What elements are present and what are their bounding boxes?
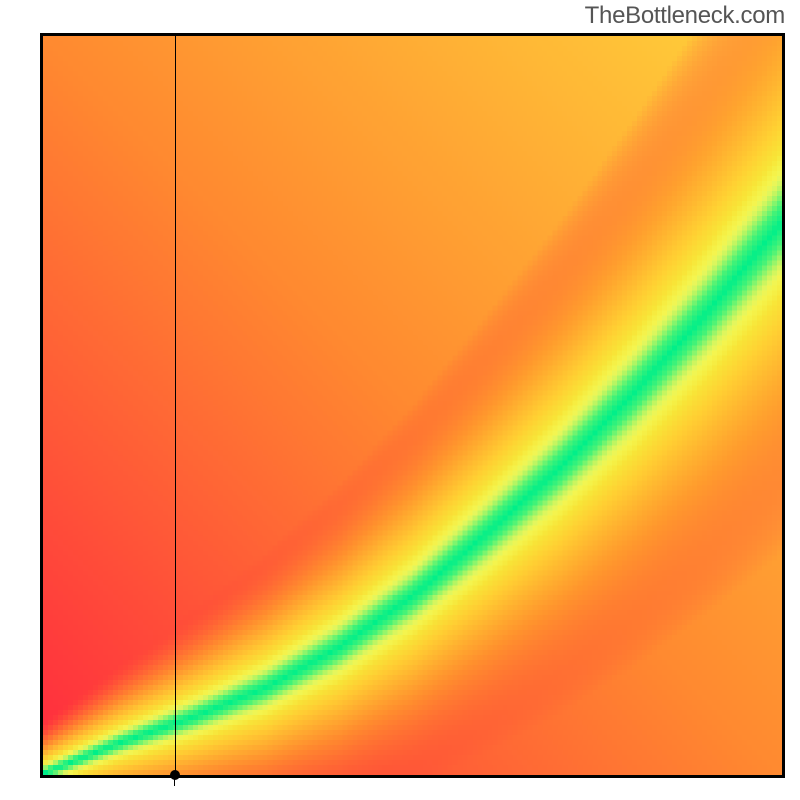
chart-container: TheBottleneck.com xyxy=(0,0,800,800)
plot-area xyxy=(40,33,785,778)
watermark-label: TheBottleneck.com xyxy=(585,2,785,30)
heatmap-canvas xyxy=(43,36,782,775)
vertical-reference-line xyxy=(175,36,176,775)
bottom-axis-tick xyxy=(174,778,176,786)
